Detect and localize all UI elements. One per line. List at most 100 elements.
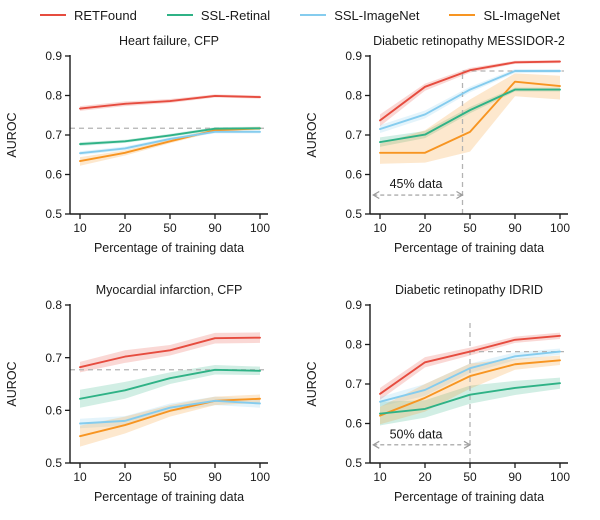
ssl-imagenet-confidence-band bbox=[380, 348, 560, 407]
x-axis-label: Percentage of training data bbox=[94, 241, 244, 255]
x-tick-label: 10 bbox=[73, 470, 87, 484]
y-tick-label: 0.5 bbox=[45, 456, 62, 470]
x-tick-label: 20 bbox=[118, 470, 132, 484]
chart-title: Diabetic retinopathy MESSIDOR-2 bbox=[373, 34, 565, 48]
x-axis-label: Percentage of training data bbox=[94, 490, 244, 504]
legend-label: SSL-Retinal bbox=[200, 7, 271, 23]
x-tick-label: 50 bbox=[463, 470, 477, 484]
y-tick-label: 0.7 bbox=[345, 377, 362, 391]
annotation-label: 50% data bbox=[390, 428, 443, 442]
legend-item-retfound: RETFound bbox=[39, 7, 137, 23]
x-tick-label: 100 bbox=[250, 221, 270, 235]
y-tick-label: 0.7 bbox=[45, 351, 62, 365]
annotation-arrowhead bbox=[372, 440, 380, 449]
retfound-line bbox=[79, 336, 261, 369]
ssl-retinal-line bbox=[379, 382, 561, 415]
x-tick-label: 50 bbox=[463, 221, 477, 235]
y-tick-label: 0.6 bbox=[345, 417, 362, 431]
y-tick-label: 0.9 bbox=[45, 49, 62, 63]
x-tick-label: 10 bbox=[373, 470, 387, 484]
chart-canvas: 45% data 0.5 0.6 0.7 0.8 0.9 10 20 50 90 100 Diabet… bbox=[305, 34, 570, 255]
y-tick-label: 0.9 bbox=[345, 49, 362, 63]
y-tick-label: 0.6 bbox=[345, 168, 362, 182]
annotation-arrowhead bbox=[372, 191, 380, 200]
chart-title: Diabetic retinopathy IDRID bbox=[395, 283, 543, 297]
chart-myocardial-infarction-cfp: 0.5 0.6 0.7 0.8 10 20 50 90 100 Myocardial infarc… bbox=[0, 277, 300, 515]
sl-imagenet-line bbox=[79, 397, 261, 438]
x-axis-label: Percentage of training data bbox=[394, 490, 544, 504]
ssl-imagenet-line bbox=[79, 399, 261, 425]
legend-label: RETFound bbox=[73, 7, 137, 23]
x-axis-label: Percentage of training data bbox=[394, 241, 544, 255]
x-tick-label: 100 bbox=[250, 470, 270, 484]
legend-line-swatch bbox=[39, 14, 66, 16]
ssl-imagenet-line bbox=[79, 130, 261, 155]
legend-label: SL-ImageNet bbox=[483, 7, 561, 23]
y-axis-label: AUROC bbox=[305, 112, 319, 157]
sl-imagenet-confidence-band bbox=[380, 73, 560, 164]
ssl-retinal-confidence-band bbox=[380, 87, 560, 147]
ssl-retinal-line bbox=[79, 368, 261, 400]
retfound-confidence-band bbox=[380, 332, 560, 400]
legend-line-swatch bbox=[449, 14, 476, 16]
legend-line-swatch bbox=[166, 14, 193, 16]
chart-heart-failure-cfp: 0.5 0.6 0.7 0.8 0.9 10 20 50 90 100 Heart failure,… bbox=[0, 28, 300, 266]
y-tick-label: 0.7 bbox=[45, 128, 62, 142]
y-tick-label: 0.6 bbox=[45, 404, 62, 418]
y-tick-label: 0.5 bbox=[345, 456, 362, 470]
y-tick-label: 0.9 bbox=[345, 298, 362, 312]
ssl-imagenet-line bbox=[379, 350, 561, 403]
x-tick-label: 10 bbox=[373, 221, 387, 235]
annotation-arrowhead bbox=[463, 440, 472, 449]
chart-title: Heart failure, CFP bbox=[119, 34, 219, 48]
legend: RETFound SSL-Retinal SSL-ImageNet SL-ImageN… bbox=[0, 4, 600, 26]
sl-imagenet-line bbox=[79, 127, 261, 163]
retfound-confidence-band bbox=[80, 94, 260, 111]
ssl-retinal-confidence-band bbox=[80, 365, 260, 408]
legend-line-swatch bbox=[300, 14, 327, 16]
y-axis-label: AUROC bbox=[5, 361, 19, 406]
ssl-imagenet-line bbox=[379, 70, 561, 131]
legend-label: SSL-ImageNet bbox=[334, 7, 420, 23]
ssl-retinal-line bbox=[379, 88, 561, 144]
chart-diabetic-retinopathy-messidor-2: 45% data 0.5 0.6 0.7 0.8 0.9 10 20 50 90 100 Diabet… bbox=[300, 28, 600, 266]
chart-canvas: 0.5 0.6 0.7 0.8 10 20 50 90 100 Myocardial infarc… bbox=[5, 283, 270, 504]
ssl-retinal-line bbox=[79, 127, 261, 146]
x-tick-label: 10 bbox=[73, 221, 87, 235]
x-tick-label: 20 bbox=[118, 221, 132, 235]
legend-item-ssl-retinal: SSL-Retinal bbox=[166, 7, 271, 23]
x-tick-label: 90 bbox=[508, 470, 522, 484]
chart-diabetic-retinopathy-idrid: 50% data 0.5 0.6 0.7 0.8 0.9 10 20 50 90 100 Diabet… bbox=[300, 277, 600, 515]
y-tick-label: 0.6 bbox=[45, 168, 62, 182]
sl-imagenet-line bbox=[379, 80, 561, 154]
x-tick-label: 50 bbox=[163, 470, 177, 484]
y-axis-label: AUROC bbox=[5, 112, 19, 157]
retfound-line bbox=[79, 94, 261, 110]
legend-item-sl-imagenet: SL-ImageNet bbox=[449, 8, 560, 23]
retfound-line bbox=[379, 60, 561, 122]
legend-item-ssl-imagenet: SSL-ImageNet bbox=[300, 8, 419, 23]
sl-imagenet-line bbox=[379, 359, 561, 417]
x-tick-label: 20 bbox=[418, 470, 432, 484]
y-tick-label: 0.5 bbox=[345, 207, 362, 221]
chart-canvas: 0.5 0.6 0.7 0.8 0.9 10 20 50 90 100 Heart failure,… bbox=[5, 34, 270, 255]
y-tick-label: 0.8 bbox=[45, 298, 62, 312]
x-tick-label: 100 bbox=[550, 221, 570, 235]
y-axis-label: AUROC bbox=[305, 361, 319, 406]
y-tick-label: 0.8 bbox=[345, 338, 362, 352]
x-tick-label: 100 bbox=[550, 470, 570, 484]
annotation-arrowhead bbox=[456, 191, 464, 200]
retfound-confidence-band bbox=[80, 332, 260, 373]
x-tick-label: 50 bbox=[163, 221, 177, 235]
sl-imagenet-confidence-band bbox=[80, 126, 260, 166]
y-tick-label: 0.8 bbox=[45, 89, 62, 103]
y-tick-label: 0.7 bbox=[345, 128, 362, 142]
chart-title: Myocardial infarction, CFP bbox=[96, 283, 243, 297]
ssl-retinal-confidence-band bbox=[380, 377, 560, 426]
x-tick-label: 20 bbox=[418, 221, 432, 235]
ssl-imagenet-confidence-band bbox=[380, 69, 560, 134]
x-tick-label: 90 bbox=[208, 470, 222, 484]
x-tick-label: 90 bbox=[508, 221, 522, 235]
sl-imagenet-confidence-band bbox=[380, 355, 560, 425]
chart-canvas: 50% data 0.5 0.6 0.7 0.8 0.9 10 20 50 90 100 Diabet… bbox=[305, 283, 570, 504]
